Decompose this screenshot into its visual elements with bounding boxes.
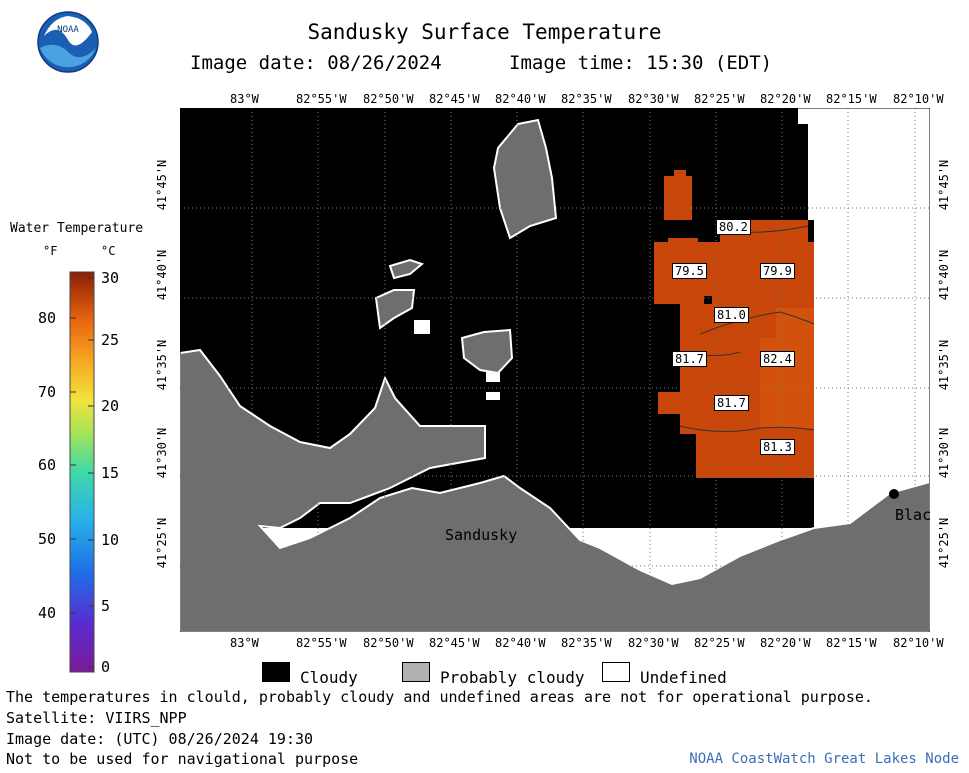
map-frame (180, 108, 930, 632)
lon-label-bottom: 82°55'W (296, 636, 347, 650)
lat-label-right: 41°35'N (937, 339, 951, 391)
colorbar-c-tick-label: 5 (101, 597, 111, 615)
colorbar-c-tick-label: 0 (101, 658, 111, 676)
colorbar-title: Water Temperature (10, 221, 144, 236)
lon-label-top: 82°25'W (694, 92, 745, 106)
cloudy-region (180, 108, 814, 528)
lon-label-bottom: 83°W (230, 636, 259, 650)
legend-undefined-swatch (602, 662, 630, 682)
island-bass (460, 328, 514, 375)
temperature-label: 79.9 (760, 263, 795, 279)
lon-label-top: 82°15'W (826, 92, 877, 106)
lon-label-bottom: 82°30'W (628, 636, 679, 650)
lon-label-bottom: 82°40'W (495, 636, 546, 650)
lon-label-top: 82°30'W (628, 92, 679, 106)
colorbar-c-tick-label: 30 (101, 269, 120, 287)
lat-label-right: 41°25'N (937, 517, 951, 569)
lon-label-top: 82°45'W (429, 92, 480, 106)
footer-credit: NOAA CoastWatch Great Lakes Node (689, 751, 959, 767)
colorbar-f-tick-label: 80 (38, 309, 57, 327)
lon-label-bottom: 82°20'W (760, 636, 811, 650)
temperature-label: 82.4 (760, 351, 795, 367)
legend-probably-cloudy-label: Probably cloudy (440, 668, 585, 687)
colorbar-c-tick-label: 20 (101, 397, 120, 415)
temperature-label: 81.7 (714, 395, 749, 411)
lon-label-top: 82°35'W (561, 92, 612, 106)
lon-label-top: 82°40'W (495, 92, 546, 106)
noaa-logo-text: NOAA (57, 25, 79, 35)
legend-cloudy-label: Cloudy (300, 668, 358, 687)
image-date: Image date: 08/26/2024 (190, 52, 442, 74)
lat-label-left: 41°30'N (155, 427, 169, 479)
lat-label-left: 41°25'N (155, 517, 169, 569)
lon-label-bottom: 82°50'W (363, 636, 414, 650)
lon-label-bottom: 82°25'W (694, 636, 745, 650)
lon-label-top: 82°10'W (893, 92, 944, 106)
island-small1 (388, 258, 425, 280)
temperature-label: 80.2 (716, 219, 751, 235)
lon-label-bottom: 82°15'W (826, 636, 877, 650)
temperature-label: 81.7 (672, 351, 707, 367)
image-time: Image time: 15:30 (EDT) (509, 52, 773, 74)
temperature-label: 81.3 (760, 439, 795, 455)
colorbar-c-tick-label: 15 (101, 464, 120, 482)
lat-label-right: 41°40'N (937, 249, 951, 301)
place-label-blac: Blac (895, 506, 932, 524)
lon-label-top: 82°50'W (363, 92, 414, 106)
colorbar-c-tick-label: 25 (101, 331, 120, 349)
colorbar-f-tick-label: 70 (38, 383, 57, 401)
lat-label-right: 41°45'N (937, 159, 951, 211)
colorbar-unit-f: °F (43, 244, 58, 258)
legend-undefined-label: Undefined (640, 668, 727, 687)
lat-label-left: 41°40'N (155, 249, 169, 301)
colorbar-f-tick-label: 60 (38, 456, 57, 474)
lat-label-right: 41°30'N (937, 427, 951, 479)
legend-probably-cloudy-swatch (402, 662, 430, 682)
lon-label-top: 82°55'W (296, 92, 347, 106)
footer-utc-date: Image date: (UTC) 08/26/2024 19:30 (6, 730, 314, 748)
temperature-label: 81.0 (714, 307, 749, 323)
place-label-sandusky: Sandusky (445, 526, 518, 544)
lon-label-top: 83°W (230, 92, 259, 106)
lon-label-bottom: 82°35'W (561, 636, 612, 650)
probably-cloudy-region (180, 348, 930, 632)
footer-disclaimer: The temperatures in clould, probably clo… (6, 688, 873, 706)
footer-satellite: Satellite: VIIRS_NPP (6, 709, 187, 727)
colorbar (69, 271, 95, 673)
footer-nav-warning: Not to be used for navigational purpose (6, 750, 359, 768)
colorbar-f-tick-label: 50 (38, 530, 57, 548)
temperature-label: 79.5 (672, 263, 707, 279)
lon-label-top: 82°20'W (760, 92, 811, 106)
lat-label-left: 41°35'N (155, 339, 169, 391)
colorbar-unit-c: °C (101, 244, 116, 258)
noaa-logo: NOAA (37, 11, 99, 73)
island-south (374, 289, 416, 330)
colorbar-f-tick-label: 40 (38, 604, 57, 622)
lon-label-bottom: 82°10'W (893, 636, 944, 650)
lat-label-left: 41°45'N (155, 159, 169, 211)
legend-cloudy-swatch (262, 662, 290, 682)
colorbar-c-tick-label: 10 (101, 531, 120, 549)
lon-label-bottom: 82°45'W (429, 636, 480, 650)
page-title: Sandusky Surface Temperature (307, 20, 662, 44)
